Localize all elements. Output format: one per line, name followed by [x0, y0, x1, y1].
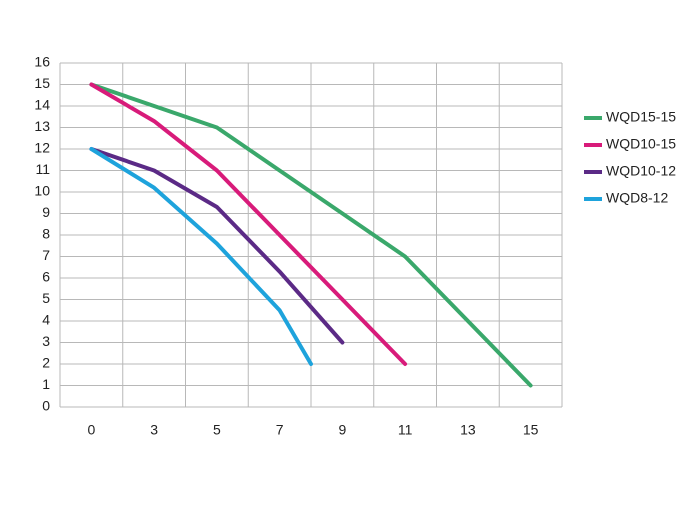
y-tick-label: 13: [34, 118, 50, 134]
y-tick-label: 11: [35, 161, 50, 177]
x-tick-label: 9: [338, 422, 346, 438]
x-tick-label: 0: [87, 422, 95, 438]
line: [89, 147, 313, 366]
x-tick-label: 11: [398, 422, 413, 438]
x-tick-label: 7: [276, 422, 284, 438]
y-tick-label: 0: [42, 398, 50, 414]
y-tick-label: 1: [42, 376, 50, 392]
y-tick-label: 5: [42, 290, 50, 306]
y-tick-label: 16: [34, 54, 50, 70]
legend-label: WQD8-12: [606, 190, 668, 206]
legend-label: WQD15-15: [606, 109, 676, 125]
y-tick-label: 4: [42, 312, 50, 328]
line: [89, 82, 533, 388]
x-tick-label: 3: [150, 422, 158, 438]
y-tick-label: 8: [42, 226, 50, 242]
y-tick-label: 10: [34, 183, 50, 199]
y-tick-label: 7: [42, 247, 50, 263]
y-tick-label: 15: [34, 75, 50, 91]
y-tick-label: 12: [34, 140, 50, 156]
y-tick-label: 3: [42, 333, 50, 349]
line: [89, 147, 345, 345]
y-tick-label: 9: [42, 204, 50, 220]
y-tick-label: 2: [42, 355, 50, 371]
line: [89, 82, 408, 366]
y-tick-label: 14: [34, 97, 50, 113]
legend-label: WQD10-12: [606, 163, 676, 179]
x-tick-label: 15: [523, 422, 539, 438]
x-tick-label: 5: [213, 422, 221, 438]
legend-label: WQD10-15: [606, 136, 676, 152]
y-tick-label: 6: [42, 269, 50, 285]
x-tick-label: 13: [460, 422, 476, 438]
